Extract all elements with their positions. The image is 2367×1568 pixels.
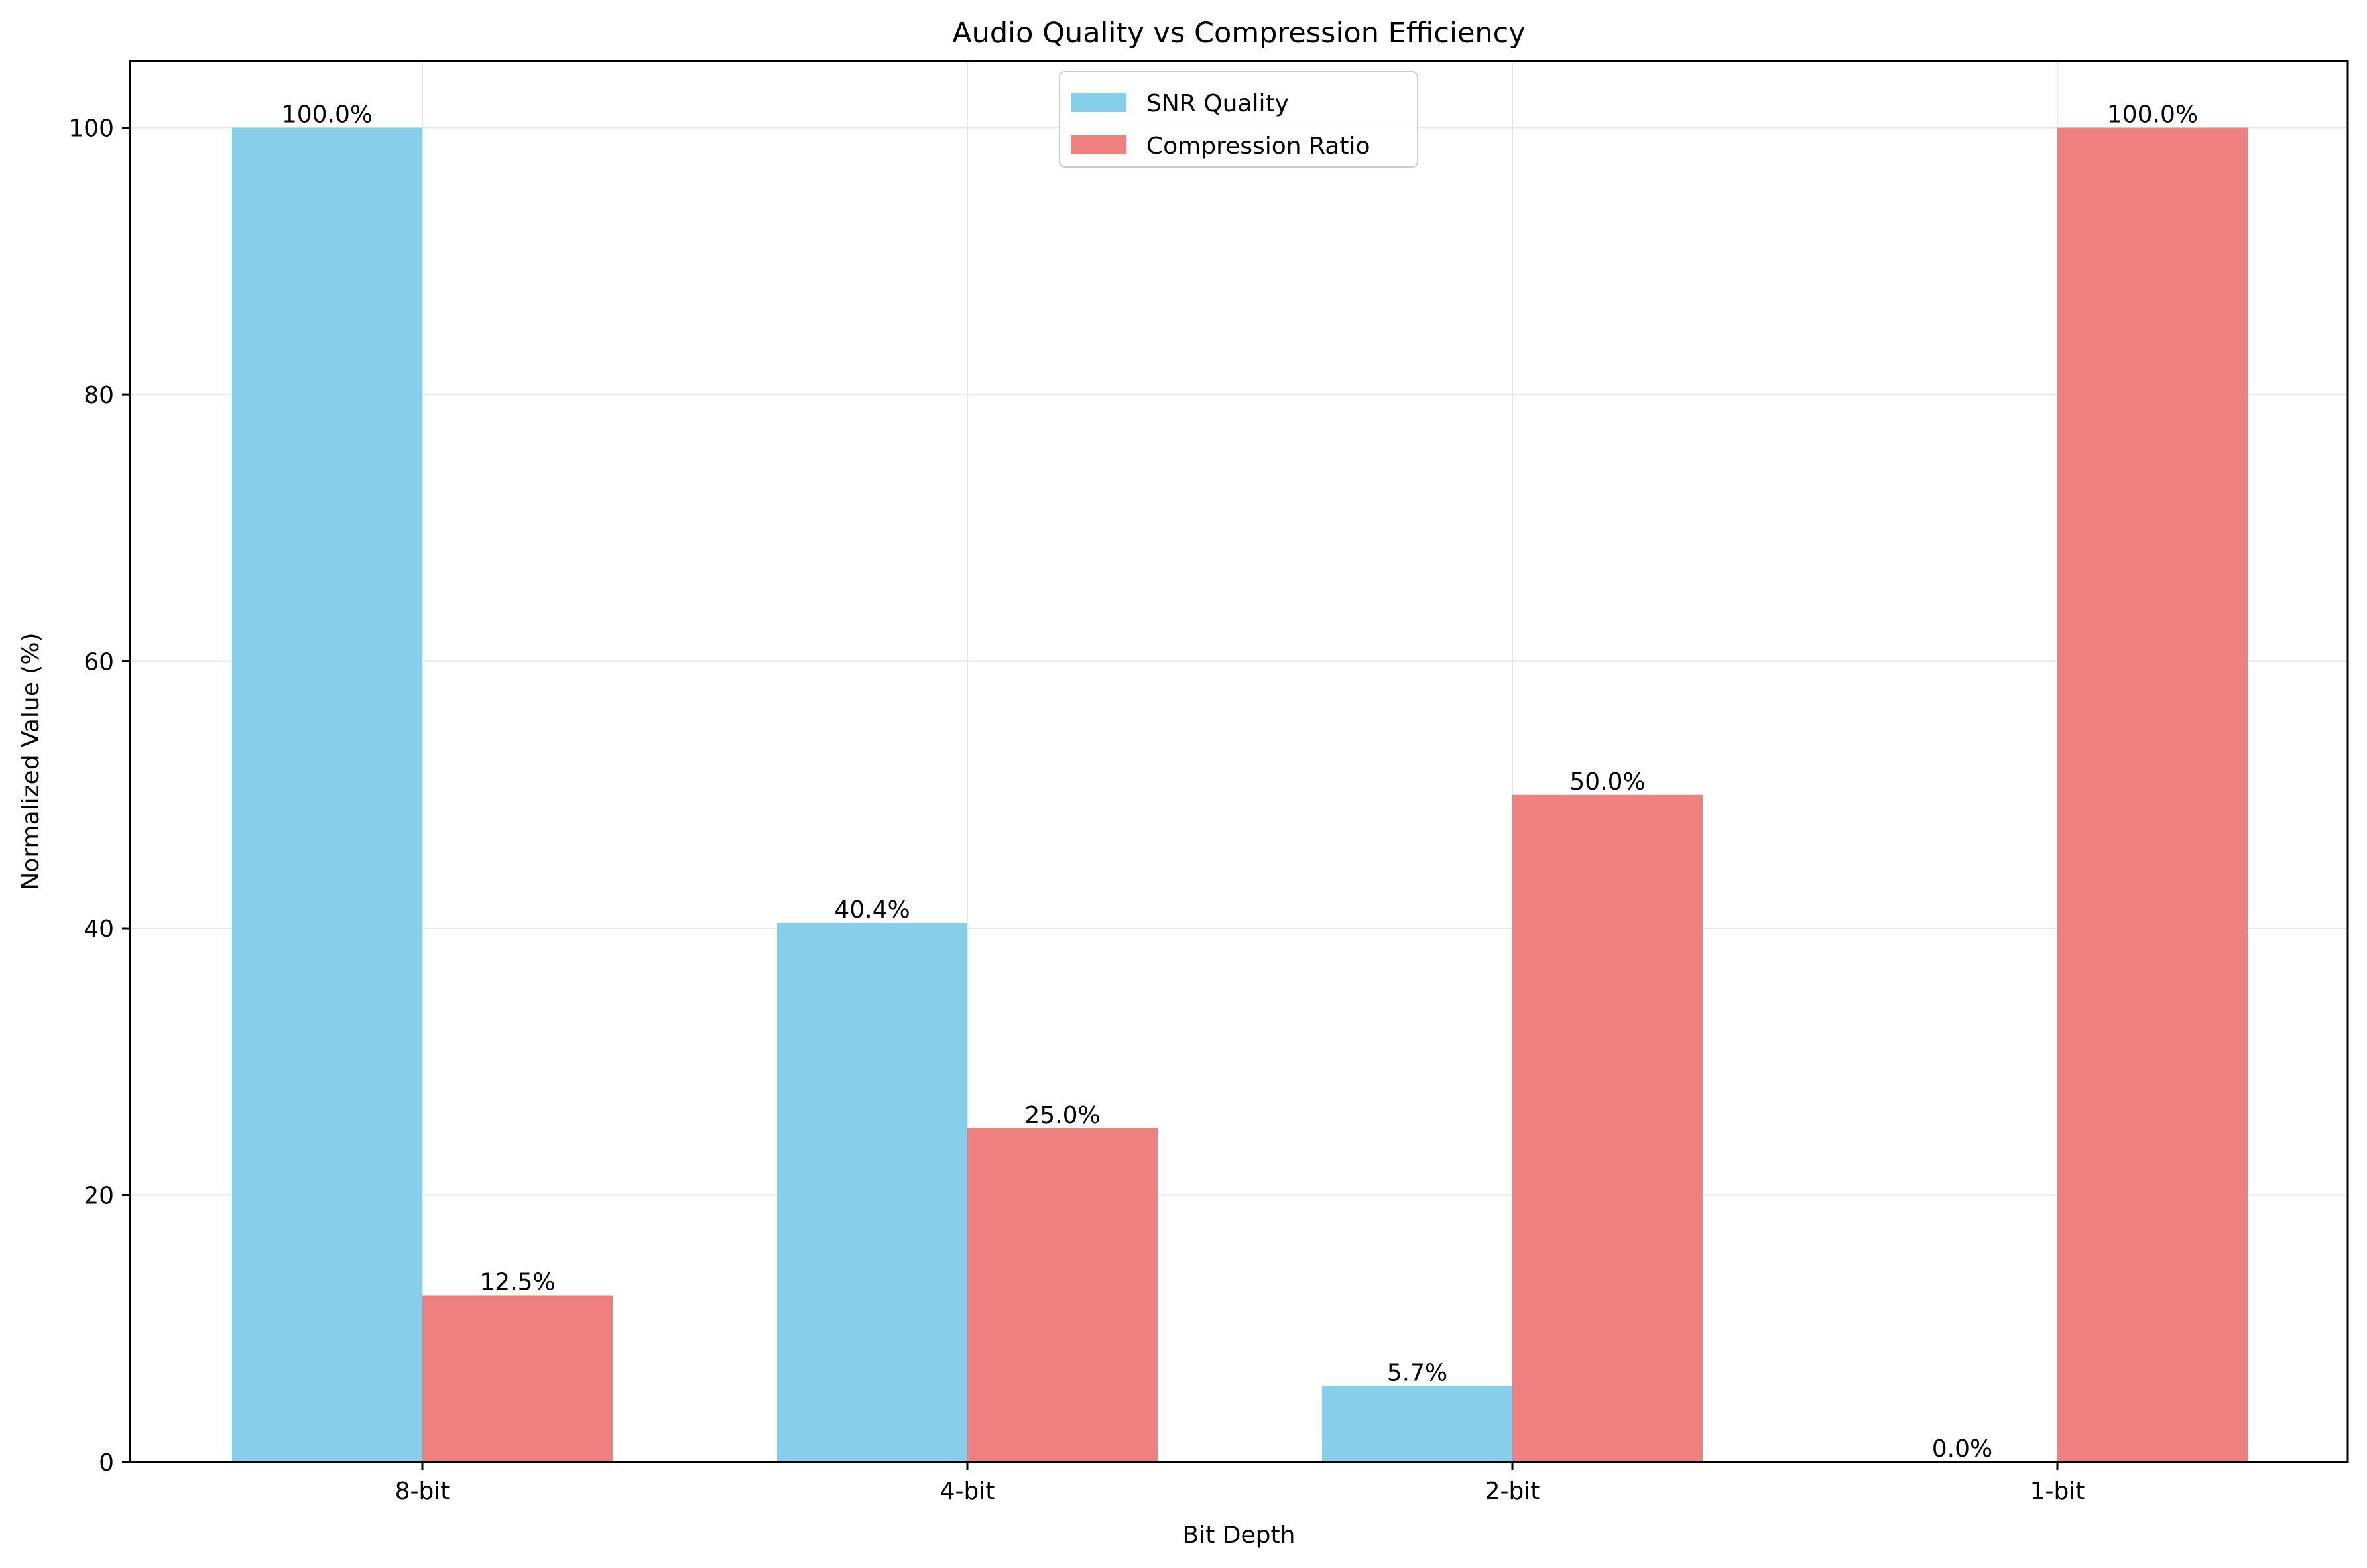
bars-layer xyxy=(232,127,2248,1463)
y-tick-label: 100 xyxy=(68,115,114,143)
bar-snr-quality xyxy=(232,127,422,1463)
bar-snr-quality xyxy=(777,922,967,1462)
y-axis-label: Normalized Value (%) xyxy=(17,633,44,890)
bar-value-label: 100.0% xyxy=(282,101,373,129)
legend-swatch xyxy=(1071,135,1126,154)
y-tick-label: 80 xyxy=(84,382,114,409)
bar-value-label: 0.0% xyxy=(1932,1435,1992,1463)
bar-value-label: 25.0% xyxy=(1024,1102,1100,1129)
bar-value-label: 5.7% xyxy=(1387,1359,1447,1386)
bar-compression-ratio xyxy=(1512,794,1703,1462)
y-tick-label: 0 xyxy=(99,1449,114,1477)
legend-label: Compression Ratio xyxy=(1146,133,1370,160)
x-tick-label: 8-bit xyxy=(395,1478,450,1505)
x-axis-label: Bit Depth xyxy=(1183,1522,1296,1549)
bar-compression-ratio xyxy=(967,1128,1158,1462)
bar-snr-quality xyxy=(1322,1386,1512,1462)
legend-label: SNR Quality xyxy=(1146,90,1289,117)
chart-title: Audio Quality vs Compression Efficiency xyxy=(952,17,1526,50)
y-tick-label: 60 xyxy=(84,649,114,676)
bar-value-label: 50.0% xyxy=(1569,768,1645,796)
legend-swatch xyxy=(1071,93,1126,112)
legend: SNR Quality Compression Ratio xyxy=(1059,71,1418,168)
axes-layer: 0 20 40 60 80 100 8-bit 4-bit 2-bit 1-bit xyxy=(68,115,2085,1505)
bar-value-label: 12.5% xyxy=(479,1268,555,1296)
legend-box xyxy=(1059,71,1418,168)
data-labels-layer: 100.0% 12.5% 40.4% 25.0% 5.7% 50.0% 0.0% 100.0% xyxy=(282,101,2198,1463)
x-tick-label: 4-bit xyxy=(940,1478,995,1505)
bar-value-label: 40.4% xyxy=(834,896,910,924)
plot-frame xyxy=(129,60,2349,1463)
y-tick-label: 20 xyxy=(84,1183,114,1210)
bar-compression-ratio xyxy=(422,1295,613,1462)
y-tick-label: 40 xyxy=(84,916,114,943)
x-tick-label: 1-bit xyxy=(2030,1478,2085,1505)
bar-value-label: 100.0% xyxy=(2107,101,2198,129)
bar-compression-ratio xyxy=(2057,127,2248,1463)
x-tick-label: 2-bit xyxy=(1485,1478,1540,1505)
